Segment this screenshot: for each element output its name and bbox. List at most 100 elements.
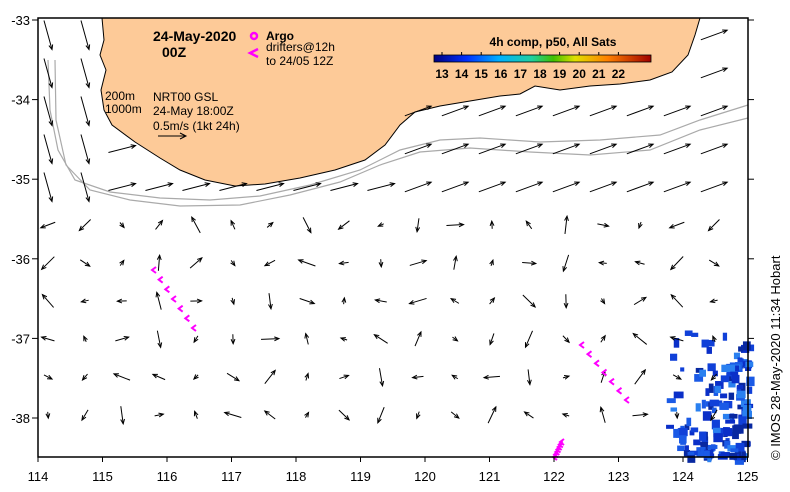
current-arrow <box>451 374 459 380</box>
current-arrow <box>115 335 130 342</box>
map-frame <box>37 17 749 458</box>
drifter-icon <box>247 47 259 59</box>
current-arrow <box>404 105 433 117</box>
current-arrow <box>525 220 533 230</box>
x-tick-label: 121 <box>479 469 501 484</box>
current-arrow <box>710 409 718 422</box>
current-arrow <box>154 412 165 418</box>
colorbar-tick-label: 18 <box>533 67 547 81</box>
y-tick-label: -35 <box>11 172 30 187</box>
current-arrow <box>230 334 236 346</box>
current-arrow <box>189 257 203 269</box>
current-arrow <box>626 181 655 193</box>
current-arrow <box>589 143 618 155</box>
current-arrow <box>523 411 534 419</box>
current-arrow <box>43 134 54 165</box>
current-arrow <box>597 222 610 228</box>
current-arrow <box>43 374 54 380</box>
drifter-marker <box>615 387 623 395</box>
current-arrow <box>600 298 606 305</box>
current-arrow <box>515 181 544 193</box>
current-arrow <box>489 258 494 267</box>
current-arrow <box>626 143 655 155</box>
drifter-marker <box>558 438 565 446</box>
current-arrow <box>43 172 54 203</box>
current-arrow <box>297 259 316 267</box>
current-arrow <box>552 105 581 117</box>
x-tick-label: 122 <box>543 469 565 484</box>
x-tick-label: 120 <box>414 469 436 484</box>
current-arrow <box>304 372 310 381</box>
current-arrow <box>404 181 433 193</box>
current-arrow <box>416 411 421 420</box>
current-arrow <box>304 332 310 345</box>
current-arrow <box>562 254 570 273</box>
current-arrow <box>40 336 55 342</box>
current-arrow <box>193 335 199 344</box>
x-tick-label: 115 <box>92 469 113 484</box>
current-arrow <box>404 143 433 155</box>
model-name: NRT00 GSL <box>153 90 218 104</box>
current-arrow <box>707 219 720 232</box>
current-arrow <box>261 336 281 342</box>
current-arrow <box>120 406 125 426</box>
current-arrow <box>112 373 131 381</box>
current-arrow <box>482 374 501 380</box>
current-arrow <box>377 407 385 424</box>
argo-icon <box>249 31 259 41</box>
current-arrow <box>478 105 507 117</box>
current-arrow <box>450 411 460 419</box>
argo-label: Argo <box>266 29 294 43</box>
current-arrow <box>79 259 91 267</box>
current-arrow <box>80 298 89 304</box>
current-arrow <box>638 221 643 230</box>
current-arrow <box>599 406 606 423</box>
drifter-marker <box>163 285 170 294</box>
current-arrow <box>230 219 236 230</box>
drifter-marker <box>177 304 184 313</box>
current-arrow <box>524 330 533 349</box>
current-arrow <box>81 373 88 381</box>
current-arrow <box>304 411 310 418</box>
current-arrow <box>634 368 647 385</box>
current-arrow <box>263 259 276 267</box>
current-arrow <box>330 182 359 191</box>
current-arrow <box>373 333 388 344</box>
current-arrow <box>626 105 655 117</box>
current-arrow <box>264 369 276 384</box>
isobath-200m <box>47 59 749 201</box>
drifter-marker <box>150 266 157 274</box>
current-arrow <box>552 181 581 193</box>
colorbar-tick-label: 17 <box>514 67 528 81</box>
current-arrow <box>526 369 532 386</box>
current-arrow <box>409 259 428 266</box>
current-arrow <box>487 405 497 424</box>
drifter-marker <box>578 341 585 349</box>
current-arrow <box>191 215 201 234</box>
current-arrow <box>219 182 248 191</box>
current-arrow <box>522 260 538 266</box>
current-arrow <box>700 67 729 79</box>
current-arrow <box>80 96 91 127</box>
current-arrow <box>478 143 507 155</box>
current-arrow <box>515 105 544 117</box>
current-arrow <box>268 293 273 311</box>
current-arrow <box>668 221 685 229</box>
drifter-marker <box>556 443 563 451</box>
drifter-marker <box>190 324 197 332</box>
y-tick-label: -33 <box>11 13 30 28</box>
current-arrow <box>633 296 648 306</box>
current-arrow <box>562 335 570 344</box>
x-tick-label: 124 <box>672 469 694 484</box>
drifter-marker <box>553 448 560 456</box>
current-arrow <box>700 105 729 117</box>
isobath-200m-label: 200m <box>105 89 135 103</box>
scale-label: 0.5m/s (1kt 24h) <box>153 119 240 133</box>
current-arrow <box>589 105 618 117</box>
current-arrow <box>151 373 166 381</box>
current-arrow <box>700 143 729 155</box>
colorbar-tick-label: 16 <box>494 67 508 81</box>
current-arrow <box>43 96 54 127</box>
